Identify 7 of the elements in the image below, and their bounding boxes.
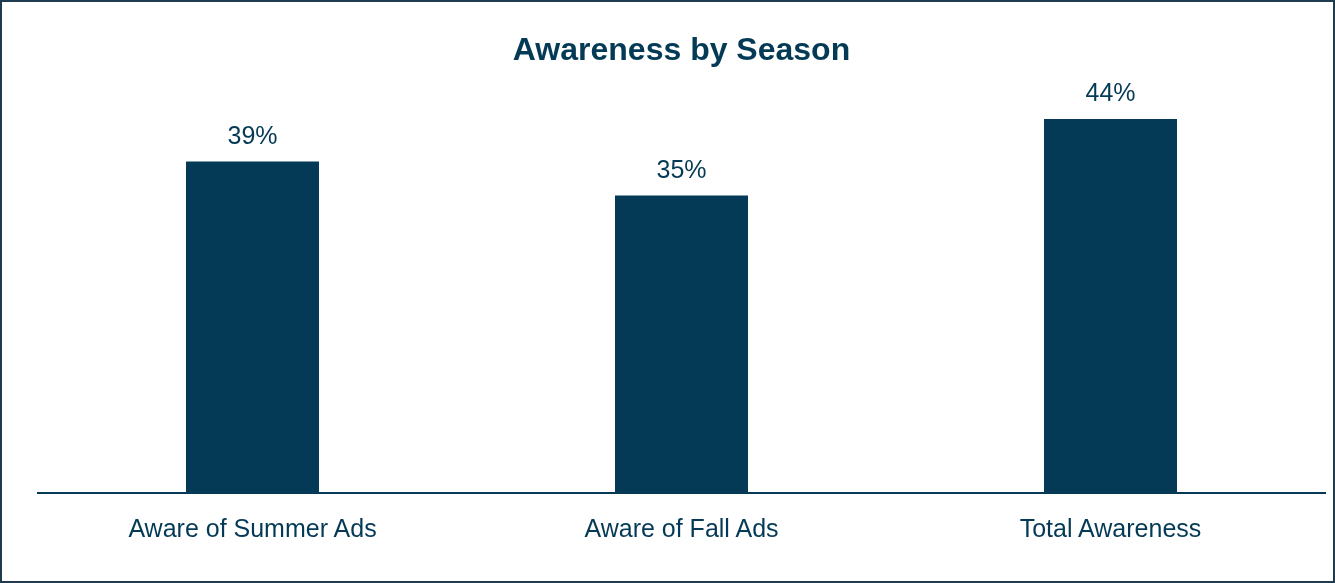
x-tick-label: Total Awareness <box>1019 513 1202 542</box>
data-label: 39% <box>227 120 278 149</box>
x-tick-label: Aware of Fall Ads <box>584 513 779 542</box>
chart-title: Awareness by Season <box>512 31 851 68</box>
x-tick-label: Aware of Summer Ads <box>128 513 377 542</box>
data-label: 44% <box>1085 78 1136 107</box>
data-label: 35% <box>656 154 707 183</box>
